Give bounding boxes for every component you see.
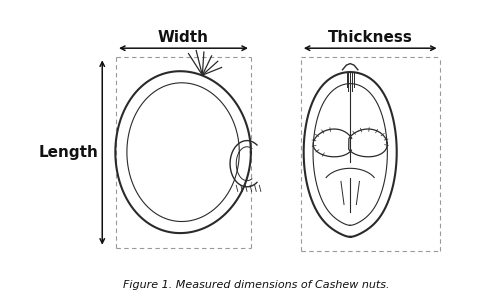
Text: Figure 1. Measured dimensions of Cashew nuts.: Figure 1. Measured dimensions of Cashew … <box>123 280 390 290</box>
Text: Length: Length <box>38 145 98 160</box>
Text: Width: Width <box>158 30 209 45</box>
Text: Thickness: Thickness <box>328 30 412 45</box>
